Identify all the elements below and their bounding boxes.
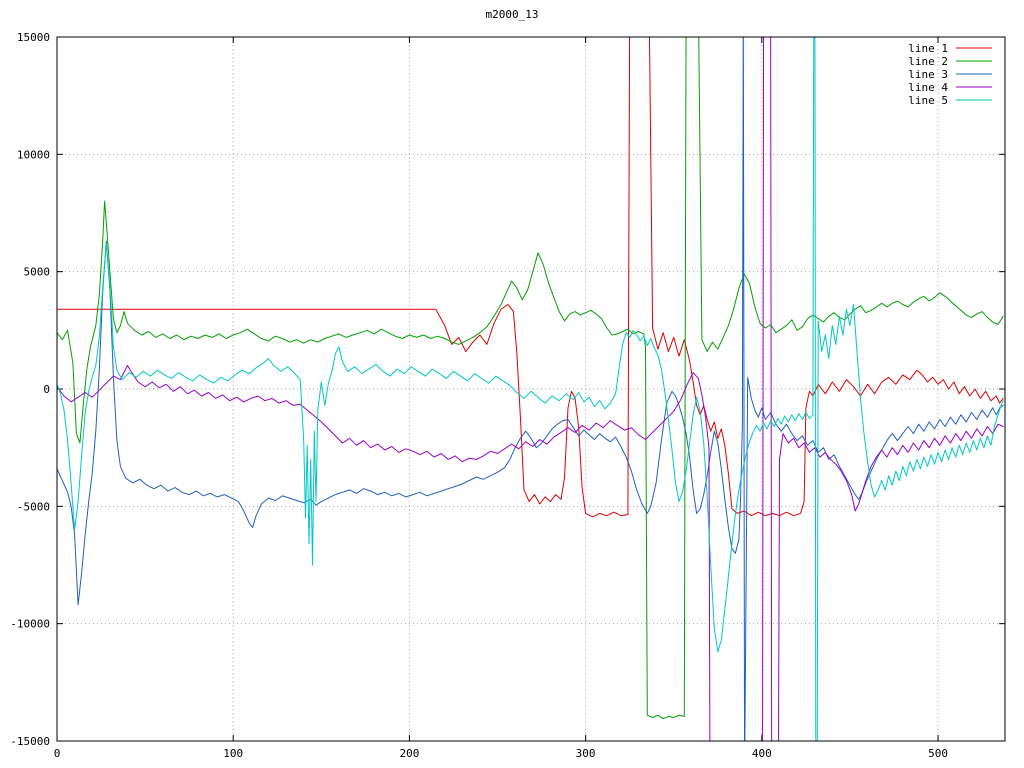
- plot-border: [56, 36, 1006, 742]
- series-line-3: [57, 37, 1004, 741]
- y-tick-label: -5000: [17, 500, 50, 513]
- x-tick-label: 0: [54, 747, 61, 760]
- x-tick-label: 500: [928, 747, 948, 760]
- legend-label: line 5: [908, 94, 948, 107]
- legend-label: line 3: [908, 68, 948, 81]
- x-tick-label: 200: [399, 747, 419, 760]
- y-tick-label: -10000: [10, 618, 50, 631]
- series-line-5: [57, 37, 1004, 741]
- x-tick-label: 400: [752, 747, 772, 760]
- legend-label: line 2: [908, 55, 948, 68]
- x-tick-label: 300: [576, 747, 596, 760]
- y-tick-label: 5000: [24, 266, 51, 279]
- y-tick-label: 15000: [17, 31, 50, 44]
- y-tick-label: -15000: [10, 735, 50, 748]
- chart-title: m2000_13: [485, 8, 539, 21]
- series-line-4: [57, 37, 1004, 741]
- legend-label: line 1: [908, 42, 948, 55]
- series-line-2: [57, 37, 1004, 720]
- legend-label: line 4: [908, 81, 948, 94]
- y-tick-label: 10000: [17, 148, 50, 161]
- series-group: [57, 37, 1004, 741]
- y-tick-label: 0: [43, 383, 50, 396]
- series-line-1: [57, 37, 1004, 518]
- x-tick-label: 100: [223, 747, 243, 760]
